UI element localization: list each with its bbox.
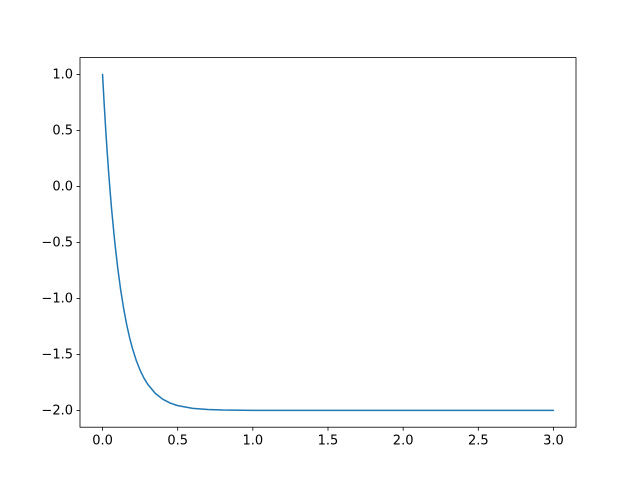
x-tick-label: 0.5 (167, 434, 188, 449)
y-tick-label: −2.0 (41, 404, 73, 419)
x-tick-label: 3.0 (543, 434, 564, 449)
y-tick-label: 1.0 (52, 68, 73, 83)
x-tick-label: 1.0 (243, 434, 264, 449)
line-series (101, 73, 555, 412)
x-tick-label: 2.0 (393, 434, 414, 449)
x-tick-label: 2.5 (468, 434, 489, 449)
y-tick-label: −1.0 (41, 292, 73, 307)
plot-area (80, 57, 576, 428)
y-tick-label: 0.5 (52, 124, 73, 139)
axes-frame (79, 57, 577, 428)
y-tick-label: −1.5 (41, 348, 73, 363)
x-tick-label: 0.0 (92, 434, 113, 449)
y-tick-label: −0.5 (41, 236, 73, 251)
x-tick-label: 1.5 (318, 434, 339, 449)
y-tick-label: 0.0 (52, 180, 73, 195)
